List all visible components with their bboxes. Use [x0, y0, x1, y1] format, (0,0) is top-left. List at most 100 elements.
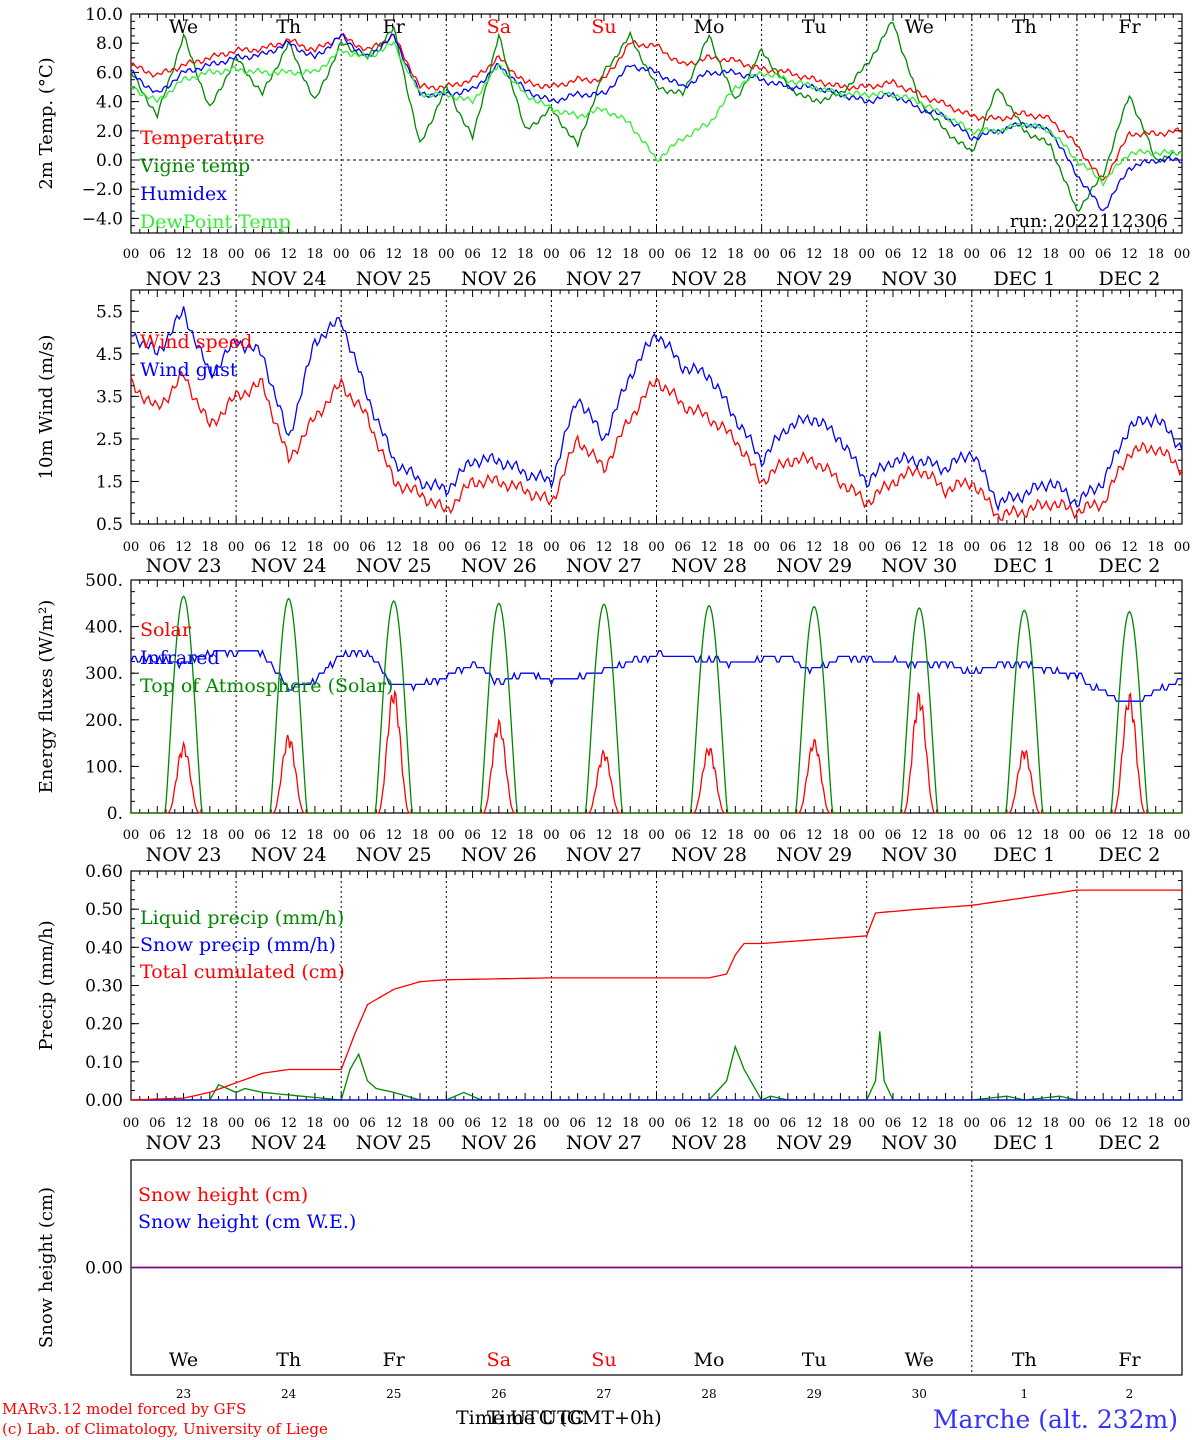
hour-tick-label: 06	[464, 247, 481, 262]
weekday-label: We	[905, 16, 934, 38]
hour-tick-label: 12	[175, 1116, 192, 1131]
hour-tick-label: 12	[491, 1116, 508, 1131]
hour-tick-label: 18	[622, 828, 639, 843]
hour-tick-label: 18	[307, 828, 324, 843]
date-label: NOV 30	[881, 1132, 957, 1154]
date-label: NOV 28	[671, 844, 747, 866]
y-tick-label: 0.5	[96, 515, 123, 535]
y-tick-label: 2.0	[96, 122, 123, 142]
legend-entry: Wind speed	[140, 331, 252, 353]
y-tick-label: 500.	[85, 571, 123, 591]
hour-tick-label: 18	[412, 1116, 429, 1131]
date-label: NOV 26	[461, 1132, 537, 1154]
legend-entry: Snow height (cm W.E.)	[138, 1211, 356, 1233]
weekday-label: Fr	[1118, 1349, 1141, 1371]
hour-tick-label: 18	[727, 828, 744, 843]
y-tick-label: 200.	[85, 711, 123, 731]
hour-tick-label: 12	[806, 828, 823, 843]
day-number-label: 23	[176, 1387, 191, 1401]
hour-tick-label: 18	[1147, 247, 1164, 262]
hour-tick-label: 18	[1147, 1116, 1164, 1131]
hour-tick-label: 00	[858, 828, 875, 843]
hour-tick-label: 00	[753, 828, 770, 843]
series-line-infrared	[130, 649, 1182, 702]
hour-tick-label: 06	[990, 247, 1007, 262]
hour-tick-label: 18	[937, 540, 954, 555]
hour-tick-label: 06	[254, 828, 271, 843]
date-label: NOV 29	[776, 268, 852, 290]
day-number-label: 27	[596, 1387, 611, 1401]
hour-tick-label: 12	[701, 540, 718, 555]
date-label: NOV 26	[461, 268, 537, 290]
hour-tick-label: 06	[780, 1116, 797, 1131]
hour-tick-label: 12	[1121, 540, 1138, 555]
weekday-label: We	[169, 1349, 198, 1371]
date-label: NOV 27	[566, 268, 642, 290]
legend-entry: Total cumulated (cm)	[140, 961, 345, 983]
hour-tick-label: 18	[1042, 1116, 1059, 1131]
hour-tick-label: 00	[1174, 540, 1191, 555]
legend-entry: Vigne temp	[139, 155, 250, 177]
hour-tick-label: 00	[543, 247, 560, 262]
hour-tick-label: 12	[280, 540, 297, 555]
hour-tick-label: 06	[149, 540, 166, 555]
hour-tick-label: 18	[202, 540, 219, 555]
hour-tick-label: 06	[780, 247, 797, 262]
series-line-wind-gust	[130, 306, 1183, 512]
hour-tick-label: 06	[254, 1116, 271, 1131]
legend-entry: Snow height (cm)	[138, 1184, 308, 1206]
date-label: NOV 30	[881, 555, 957, 577]
hour-tick-label: 18	[937, 247, 954, 262]
hour-tick-label: 00	[1174, 1116, 1191, 1131]
hour-tick-label: 06	[1095, 540, 1112, 555]
date-label: NOV 29	[776, 844, 852, 866]
weekday-label: Th	[276, 1349, 301, 1371]
series-line-total-cumulated-cm-	[130, 889, 1182, 1101]
y-tick-label: 0.00	[85, 1091, 123, 1111]
hour-tick-label: 12	[280, 828, 297, 843]
weekday-label: Mo	[694, 1349, 725, 1371]
hour-tick-label: 18	[1147, 540, 1164, 555]
y-tick-label: 0.30	[85, 977, 123, 997]
hour-tick-label: 18	[307, 1116, 324, 1131]
footer-time-label: Time UTC (GMT+0h)	[456, 1407, 662, 1429]
date-label: NOV 25	[356, 844, 432, 866]
y-tick-label: 10.0	[85, 5, 123, 25]
hour-tick-label: 00	[333, 247, 350, 262]
series-line-humidex	[130, 33, 1183, 211]
day-number-label: 26	[491, 1387, 506, 1401]
hour-tick-label: 12	[596, 247, 613, 262]
series-line-temperature	[130, 32, 1183, 181]
legend-entry: Liquid precip (mm/h)	[140, 907, 344, 929]
hour-tick-label: 00	[1069, 828, 1086, 843]
date-label: NOV 23	[146, 268, 222, 290]
hour-tick-label: 00	[543, 540, 560, 555]
hour-tick-label: 06	[780, 828, 797, 843]
footer-model-line: MARv3.12 model forced by GFS	[2, 1400, 246, 1418]
date-label: NOV 30	[881, 844, 957, 866]
legend-entry: Solar	[140, 619, 192, 641]
hour-tick-label: 12	[280, 1116, 297, 1131]
date-label: NOV 26	[461, 844, 537, 866]
hour-tick-label: 06	[675, 1116, 692, 1131]
hour-tick-label: 18	[727, 1116, 744, 1131]
hour-tick-label: 18	[517, 540, 534, 555]
day-number-label: 29	[807, 1387, 822, 1401]
hour-tick-label: 12	[911, 1116, 928, 1131]
hour-tick-label: 12	[280, 247, 297, 262]
date-label: NOV 27	[566, 1132, 642, 1154]
hour-tick-label: 00	[123, 828, 140, 843]
y-axis-title: Snow height (cm)	[36, 1187, 57, 1348]
date-label: NOV 27	[566, 844, 642, 866]
series-line-solar	[131, 689, 1182, 814]
date-label: NOV 27	[566, 555, 642, 577]
hour-tick-label: 00	[438, 1116, 455, 1131]
y-tick-label: 300.	[85, 664, 123, 684]
hour-tick-label: 12	[1121, 247, 1138, 262]
y-axis-title: Energy fluxes (W/m²)	[36, 600, 57, 794]
hour-tick-label: 12	[175, 828, 192, 843]
hour-tick-label: 00	[648, 1116, 665, 1131]
